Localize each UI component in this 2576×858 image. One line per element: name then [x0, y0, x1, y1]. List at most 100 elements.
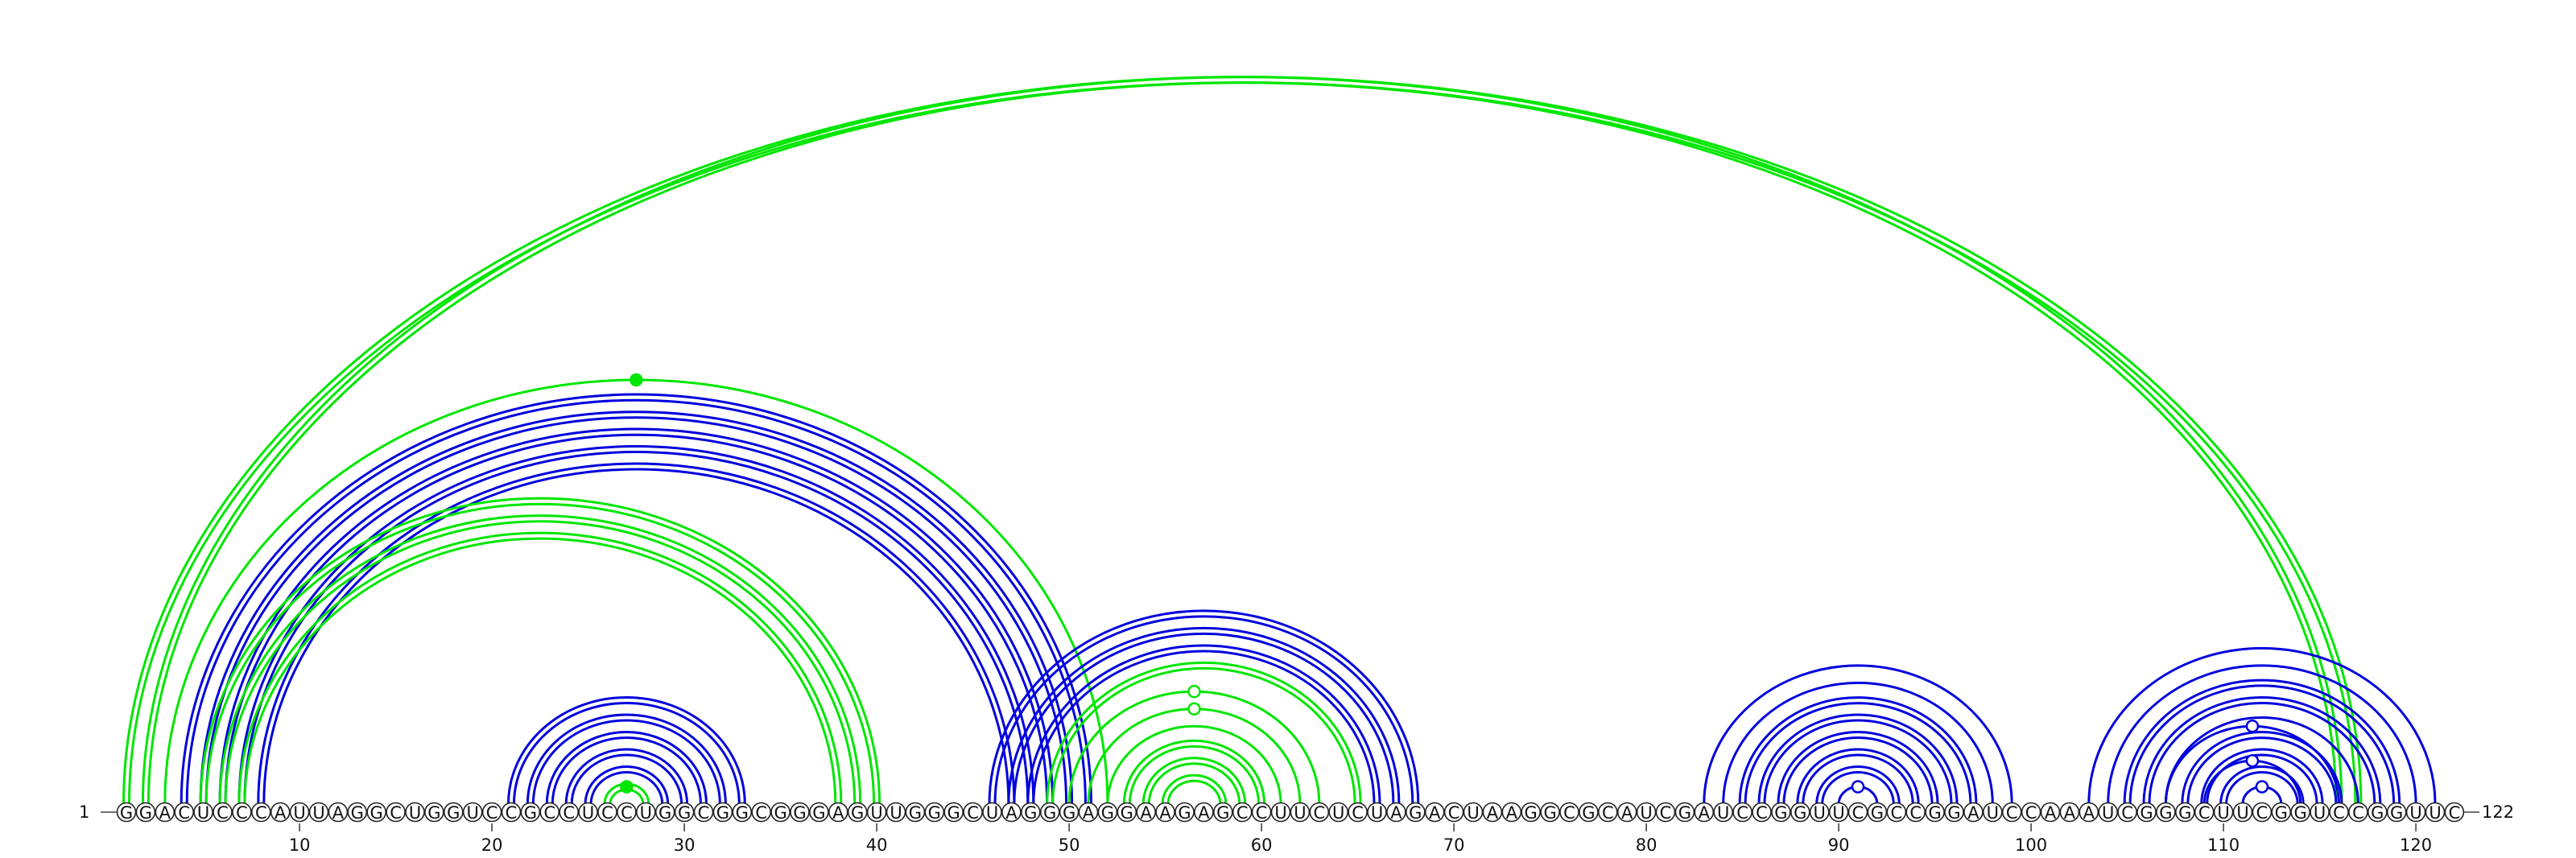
- nucleotide-circle: [270, 802, 291, 823]
- nucleotide-circle: [943, 802, 964, 823]
- nucleotide-letter: A: [2083, 803, 2095, 823]
- nucleotide-circle: [1482, 802, 1503, 823]
- base-pair-arc-24-30-line2: [564, 748, 689, 805]
- nucleotide-circle: [366, 802, 387, 823]
- arc-marker-109-114: [2245, 753, 2260, 768]
- nucleotide-circle: [1674, 802, 1695, 823]
- nucleotide-letter: U: [2236, 803, 2248, 823]
- nucleotide-letter: C: [1909, 803, 1922, 823]
- nucleotide-circle: [1232, 802, 1253, 823]
- base-pair-arc-4-51-line2: [180, 393, 1092, 805]
- base-pair-arc-53-60-line2: [1122, 739, 1266, 805]
- base-pair-arc-55-58-line2: [1161, 773, 1228, 805]
- nucleotide-circle: [1251, 802, 1272, 823]
- base-pair-arc-5-40-line2: [199, 497, 881, 805]
- tick-label-120: 120: [2400, 835, 2432, 855]
- nucleotide-letter: G: [678, 803, 691, 823]
- nucleotide-75: G: [1540, 802, 1560, 823]
- nucleotide-79: A: [1616, 802, 1637, 823]
- base-pair-arc-52-61: [1106, 724, 1282, 805]
- nucleotide-27: C: [617, 802, 637, 823]
- nucleotide-letter: G: [658, 803, 671, 823]
- nucleotide-letter: C: [698, 803, 710, 823]
- nucleotide-letter: U: [197, 803, 209, 823]
- base-pair-arc-105-119-line1: [2128, 684, 2396, 805]
- tick-label-50: 50: [1059, 835, 1080, 855]
- nucleotide-letter: C: [2352, 803, 2364, 823]
- nucleotide-letter: C: [236, 803, 248, 823]
- base-pair-arc-86-96-line1: [1763, 719, 1953, 805]
- base-pair-arc-109-115-line1: [2206, 753, 2318, 805]
- nucleotide-32: G: [712, 802, 733, 823]
- nucleotide-letter: G: [1024, 803, 1037, 823]
- tick-label-10: 10: [289, 835, 311, 855]
- nucleotide-circle: [2310, 802, 2330, 823]
- nucleotide-63: C: [1309, 802, 1330, 823]
- base-pair-arc-25-29-line2: [584, 765, 670, 805]
- base-pair-arc-22-32-line2: [526, 713, 727, 805]
- nucleotide-letter: G: [2178, 803, 2191, 823]
- nucleotide-28: U: [635, 802, 656, 823]
- nucleotide-letter: C: [2333, 803, 2345, 823]
- nucleotide-62: U: [1290, 802, 1311, 823]
- base-pair-arc-6-49-line1: [224, 433, 1049, 805]
- nucleotide-letter: G: [793, 803, 806, 823]
- nucleotide-circle: [712, 802, 733, 823]
- nucleotide-letter: A: [2045, 803, 2057, 823]
- nucleotide-letter: G: [1947, 803, 1960, 823]
- nucleotide-circle: [2444, 802, 2465, 823]
- nucleotide-84: U: [1713, 802, 1733, 823]
- nucleotide-circle: [1905, 802, 1926, 823]
- nucleotide-letter: C: [506, 803, 518, 823]
- nucleotide-100: C: [2021, 802, 2041, 823]
- nucleotide-12: A: [328, 802, 349, 823]
- base-pair-arc-8-47-line2: [257, 462, 1016, 805]
- nucleotide-circle: [2425, 802, 2446, 823]
- nucleotide-letter: A: [1141, 803, 1153, 823]
- nucleotide-circle: [1847, 802, 1868, 823]
- nucleotide-19: U: [462, 802, 483, 823]
- nucleotide-letter: U: [1814, 803, 1826, 823]
- tick-label-20: 20: [481, 835, 503, 855]
- nucleotide-letter: G: [370, 803, 383, 823]
- base-pair-arc-88-94-line1: [1802, 753, 1914, 805]
- nucleotide-18: G: [443, 802, 464, 823]
- nucleotide-letter: G: [1121, 803, 1133, 823]
- nucleotide-circle: [2213, 802, 2234, 823]
- nucleotide-40: U: [866, 802, 887, 823]
- nucleotide-circle: [2194, 802, 2215, 823]
- nucleotide-circle: [250, 802, 271, 823]
- nucleotide-circle: [232, 802, 252, 823]
- nucleotide-circle: [520, 802, 541, 823]
- nucleotide-67: A: [1386, 802, 1406, 823]
- arc-marker-51-62: [1187, 702, 1201, 716]
- nucleotide-circle: [308, 802, 329, 823]
- nucleotide-circle: [1559, 802, 1579, 823]
- nucleotide-92: G: [1867, 802, 1888, 823]
- nucleotide-circle: [462, 802, 483, 823]
- nucleotide-letter: C: [543, 803, 555, 823]
- nucleotide-letter: G: [1101, 803, 1114, 823]
- nucleotide-51: A: [1078, 802, 1099, 823]
- base-pair-arc-2-116-line2: [141, 76, 2343, 805]
- nucleotide-circle: [1598, 802, 1618, 823]
- nucleotide-letter: C: [1602, 803, 1614, 823]
- nucleotide-95: G: [1925, 802, 1945, 823]
- nucleotide-circle: [2117, 802, 2137, 823]
- nucleotide-letter: A: [332, 803, 345, 823]
- base-pair-arc-7-38-line1: [243, 537, 837, 805]
- nucleotide-letter: C: [1756, 803, 1768, 823]
- nucleotide-letter: U: [890, 803, 902, 823]
- nucleotide-circle: [1540, 802, 1560, 823]
- nucleotide-50: G: [1059, 802, 1080, 823]
- axis-layer: 1 122: [79, 802, 2514, 822]
- nucleotide-letter: U: [870, 803, 882, 823]
- nucleotide-101: A: [2040, 802, 2061, 823]
- nucleotide-letter: U: [1294, 803, 1306, 823]
- nucleotide-letter: U: [2217, 803, 2229, 823]
- nucleotide-letter: U: [1371, 803, 1383, 823]
- nucleotide-76: C: [1559, 802, 1579, 823]
- nucleotide-circle: [1424, 802, 1445, 823]
